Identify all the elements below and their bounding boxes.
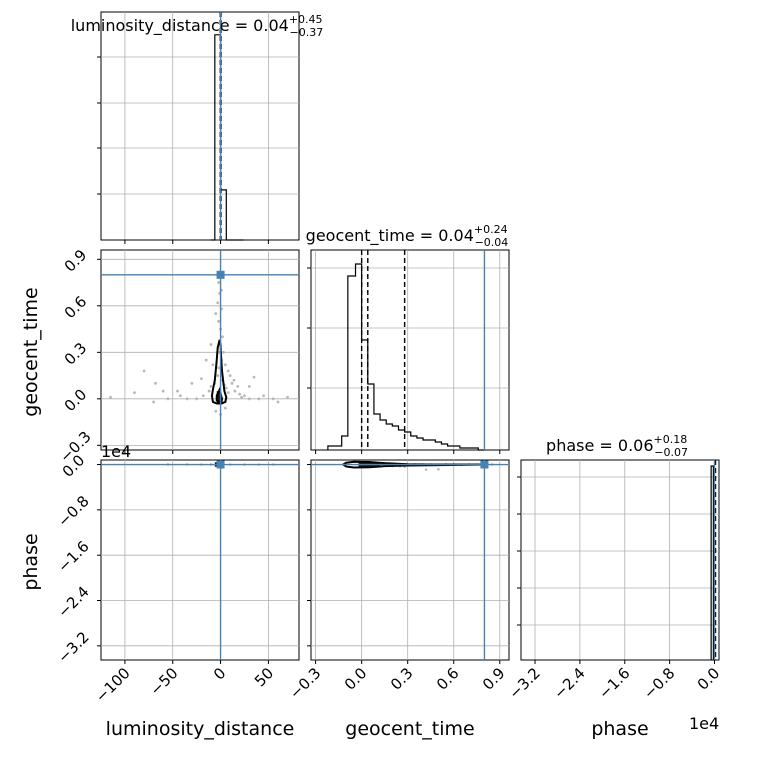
scatter-ld-gt-point-54 xyxy=(276,400,280,404)
ylabel-phase: phase xyxy=(20,533,42,590)
scatter-ld-gt-point-52 xyxy=(247,385,251,388)
scatter-ld-gt-point-51 xyxy=(176,389,179,393)
scatter-ld-gt-point-27 xyxy=(233,389,237,393)
xtick-label-geocent-time-4: 0.9 xyxy=(479,664,509,694)
scatter-ld-gt-point-57 xyxy=(223,406,227,410)
scatter-ld-gt-point-15 xyxy=(214,312,218,315)
scatter-ld-gt-point-6 xyxy=(178,394,182,398)
scatter-ld-gt-point-30 xyxy=(247,397,251,401)
xtick-label-geocent-time-2: 0.3 xyxy=(387,664,417,694)
ytick-label-geocent-time-3: 0.6 xyxy=(61,292,91,322)
xlabel-phase: phase xyxy=(591,718,648,740)
scatter-ld-gt-point-43 xyxy=(236,385,240,388)
xtick-label-geocent-time-0: −0.3 xyxy=(286,664,324,702)
scatter-ld-gt-point-22 xyxy=(222,350,225,354)
ytick-label-phase-2: −1.6 xyxy=(54,537,92,575)
ytick-label-phase-3: −0.8 xyxy=(54,492,92,530)
hist-phase-frame xyxy=(520,459,720,661)
scatter-ld-gt-point-38 xyxy=(224,386,228,390)
scatter-ld-gt-point-23 xyxy=(223,363,227,367)
scatter-ld-gt-point-5 xyxy=(185,397,189,401)
scatter-ld-gt-point-35 xyxy=(217,366,221,370)
scatter-ld-gt-point-60 xyxy=(133,391,136,395)
title-geocent-time: geocent_time = 0.04+0.24 −0.04 xyxy=(306,223,509,249)
scatter-gt-phase-point-4 xyxy=(437,468,440,471)
scatter-ld-gt-point-34 xyxy=(216,374,220,377)
xtick-label-phase-3: −0.8 xyxy=(640,664,678,702)
scatter-gt-phase-truth-marker xyxy=(480,460,489,469)
scatter-ld-gt-point-9 xyxy=(154,381,157,385)
scatter-ld-gt-point-25 xyxy=(228,374,232,377)
xtick-label-phase-4: 0.0 xyxy=(694,664,724,694)
scatter-ld-gt-point-32 xyxy=(262,394,266,398)
scatter-ld-gt-point-48 xyxy=(217,281,221,284)
scatter-ld-gt-point-53 xyxy=(252,375,256,379)
offset-label-phase-x: 1e4 xyxy=(689,714,719,733)
scatter-ld-gt-point-44 xyxy=(240,395,244,399)
ytick-label-phase-0: −3.2 xyxy=(54,628,92,666)
xtick-label-geocent-time-3: 0.6 xyxy=(433,664,463,694)
scatter-ld-gt-point-55 xyxy=(152,400,156,404)
scatter-ld-gt-point-2 xyxy=(207,389,211,393)
scatter-ld-phase-truth-marker xyxy=(216,460,225,469)
scatter-ld-gt-point-41 xyxy=(226,391,230,395)
xtick-label-geocent-time-1: 0.0 xyxy=(341,664,371,694)
scatter-ld-gt-point-26 xyxy=(230,381,234,385)
ytick-label-geocent-time-1: 0.0 xyxy=(61,386,91,416)
scatter-ld-gt-point-50 xyxy=(190,381,194,385)
scatter-ld-gt-point-29 xyxy=(243,394,246,398)
offset-label-phase-y: 1e4 xyxy=(101,442,131,461)
xtick-label-luminosity-distance-1: −50 xyxy=(146,664,181,699)
scatter-ld-gt-point-17 xyxy=(217,319,221,323)
scatter-ld-gt-point-33 xyxy=(271,397,275,401)
ylabel-geocent-time: geocent_time xyxy=(20,287,42,416)
xlabel-geocent-time: geocent_time xyxy=(345,718,474,740)
scatter-ld-gt-point-14 xyxy=(209,343,213,346)
xtick-label-phase-2: −1.6 xyxy=(595,664,633,702)
ytick-label-geocent-time-4: 0.9 xyxy=(61,246,91,276)
scatter-ld-gt-point-21 xyxy=(221,335,224,339)
xtick-label-luminosity-distance-3: 50 xyxy=(251,664,277,690)
scatter-ld-gt-point-10 xyxy=(142,369,146,373)
xtick-label-phase-0: −3.2 xyxy=(505,664,543,702)
scatter-ld-gt-point-3 xyxy=(201,394,205,398)
scatter-ld-gt-point-42 xyxy=(232,378,236,382)
scatter-gt-phase-point-3 xyxy=(424,468,428,471)
scatter-ld-gt-point-12 xyxy=(200,377,203,381)
scatter-ld-gt-truth-marker xyxy=(216,270,225,279)
scatter-ld-gt-point-31 xyxy=(257,397,261,401)
scatter-ld-gt-point-28 xyxy=(238,392,242,396)
ytick-label-geocent-time-2: 0.3 xyxy=(61,339,91,369)
scatter-ld-gt-point-40 xyxy=(209,385,213,388)
ytick-label-phase-1: −2.4 xyxy=(54,583,92,621)
xlabel-luminosity-distance: luminosity_distance xyxy=(106,718,295,740)
scatter-ld-gt-point-59 xyxy=(286,395,289,399)
hist-geocent-time-frame xyxy=(310,249,510,451)
title-phase: phase = 0.06+0.18 −0.07 xyxy=(546,433,688,459)
hist-gt-steps xyxy=(327,263,485,451)
scatter-ld-gt-point-16 xyxy=(216,301,220,305)
scatter-ld-gt-point-8 xyxy=(161,389,165,393)
hist-luminosity-distance-frame xyxy=(100,11,300,241)
scatter-ld-gt-point-4 xyxy=(195,397,199,401)
xtick-label-luminosity-distance-0: −100 xyxy=(92,664,134,706)
scatter-ld-gt-point-7 xyxy=(166,397,170,401)
scatter-ld-gt-point-13 xyxy=(204,358,208,362)
scatter-gt-phase-frame xyxy=(310,459,510,661)
scatter-ld-gt-frame xyxy=(100,249,300,451)
scatter-ld-gt-point-24 xyxy=(226,369,230,373)
scatter-ld-phase-frame xyxy=(100,459,300,661)
xtick-label-luminosity-distance-2: 0 xyxy=(210,664,229,683)
scatter-ld-gt-point-0 xyxy=(211,363,215,367)
title-luminosity-distance: luminosity_distance = 0.04+0.45 −0.37 xyxy=(71,13,324,39)
scatter-ld-gt-point-11 xyxy=(109,395,112,399)
scatter-ld-gt-point-56 xyxy=(214,409,218,413)
xtick-label-phase-1: −2.4 xyxy=(550,664,588,702)
